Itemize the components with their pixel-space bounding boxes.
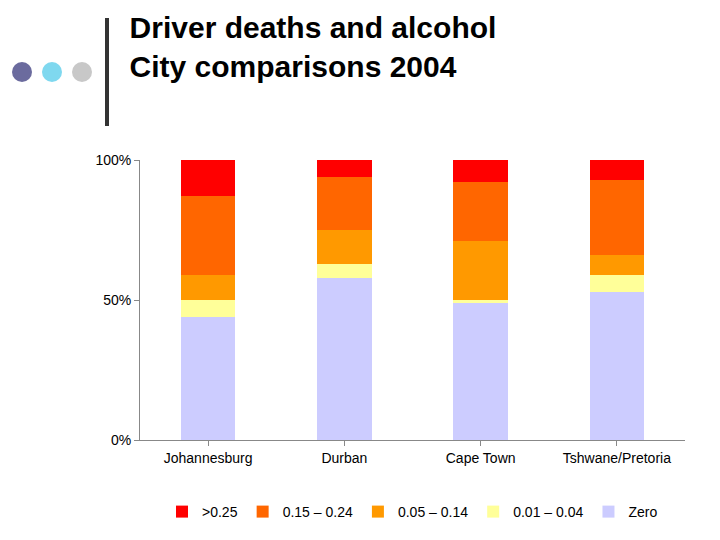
svg-text:0.05 – 0.14: 0.05 – 0.14 xyxy=(398,504,468,520)
svg-text:0.15 – 0.24: 0.15 – 0.24 xyxy=(283,504,353,520)
svg-text:Zero: Zero xyxy=(628,504,657,520)
svg-text:50%: 50% xyxy=(103,292,131,308)
svg-text:0.01 – 0.04: 0.01 – 0.04 xyxy=(513,504,583,520)
svg-text:100%: 100% xyxy=(95,152,131,168)
svg-text:>0.25: >0.25 xyxy=(202,504,238,520)
svg-text:Johannesburg: Johannesburg xyxy=(164,450,253,466)
svg-text:0%: 0% xyxy=(111,432,131,448)
svg-text:Driver deaths and alcoholCity: Driver deaths and alcoholCity comparison… xyxy=(130,11,497,83)
svg-text:Cape Town: Cape Town xyxy=(446,450,516,466)
svg-text:Tshwane/Pretoria: Tshwane/Pretoria xyxy=(563,450,671,466)
svg-text:Durban: Durban xyxy=(321,450,367,466)
